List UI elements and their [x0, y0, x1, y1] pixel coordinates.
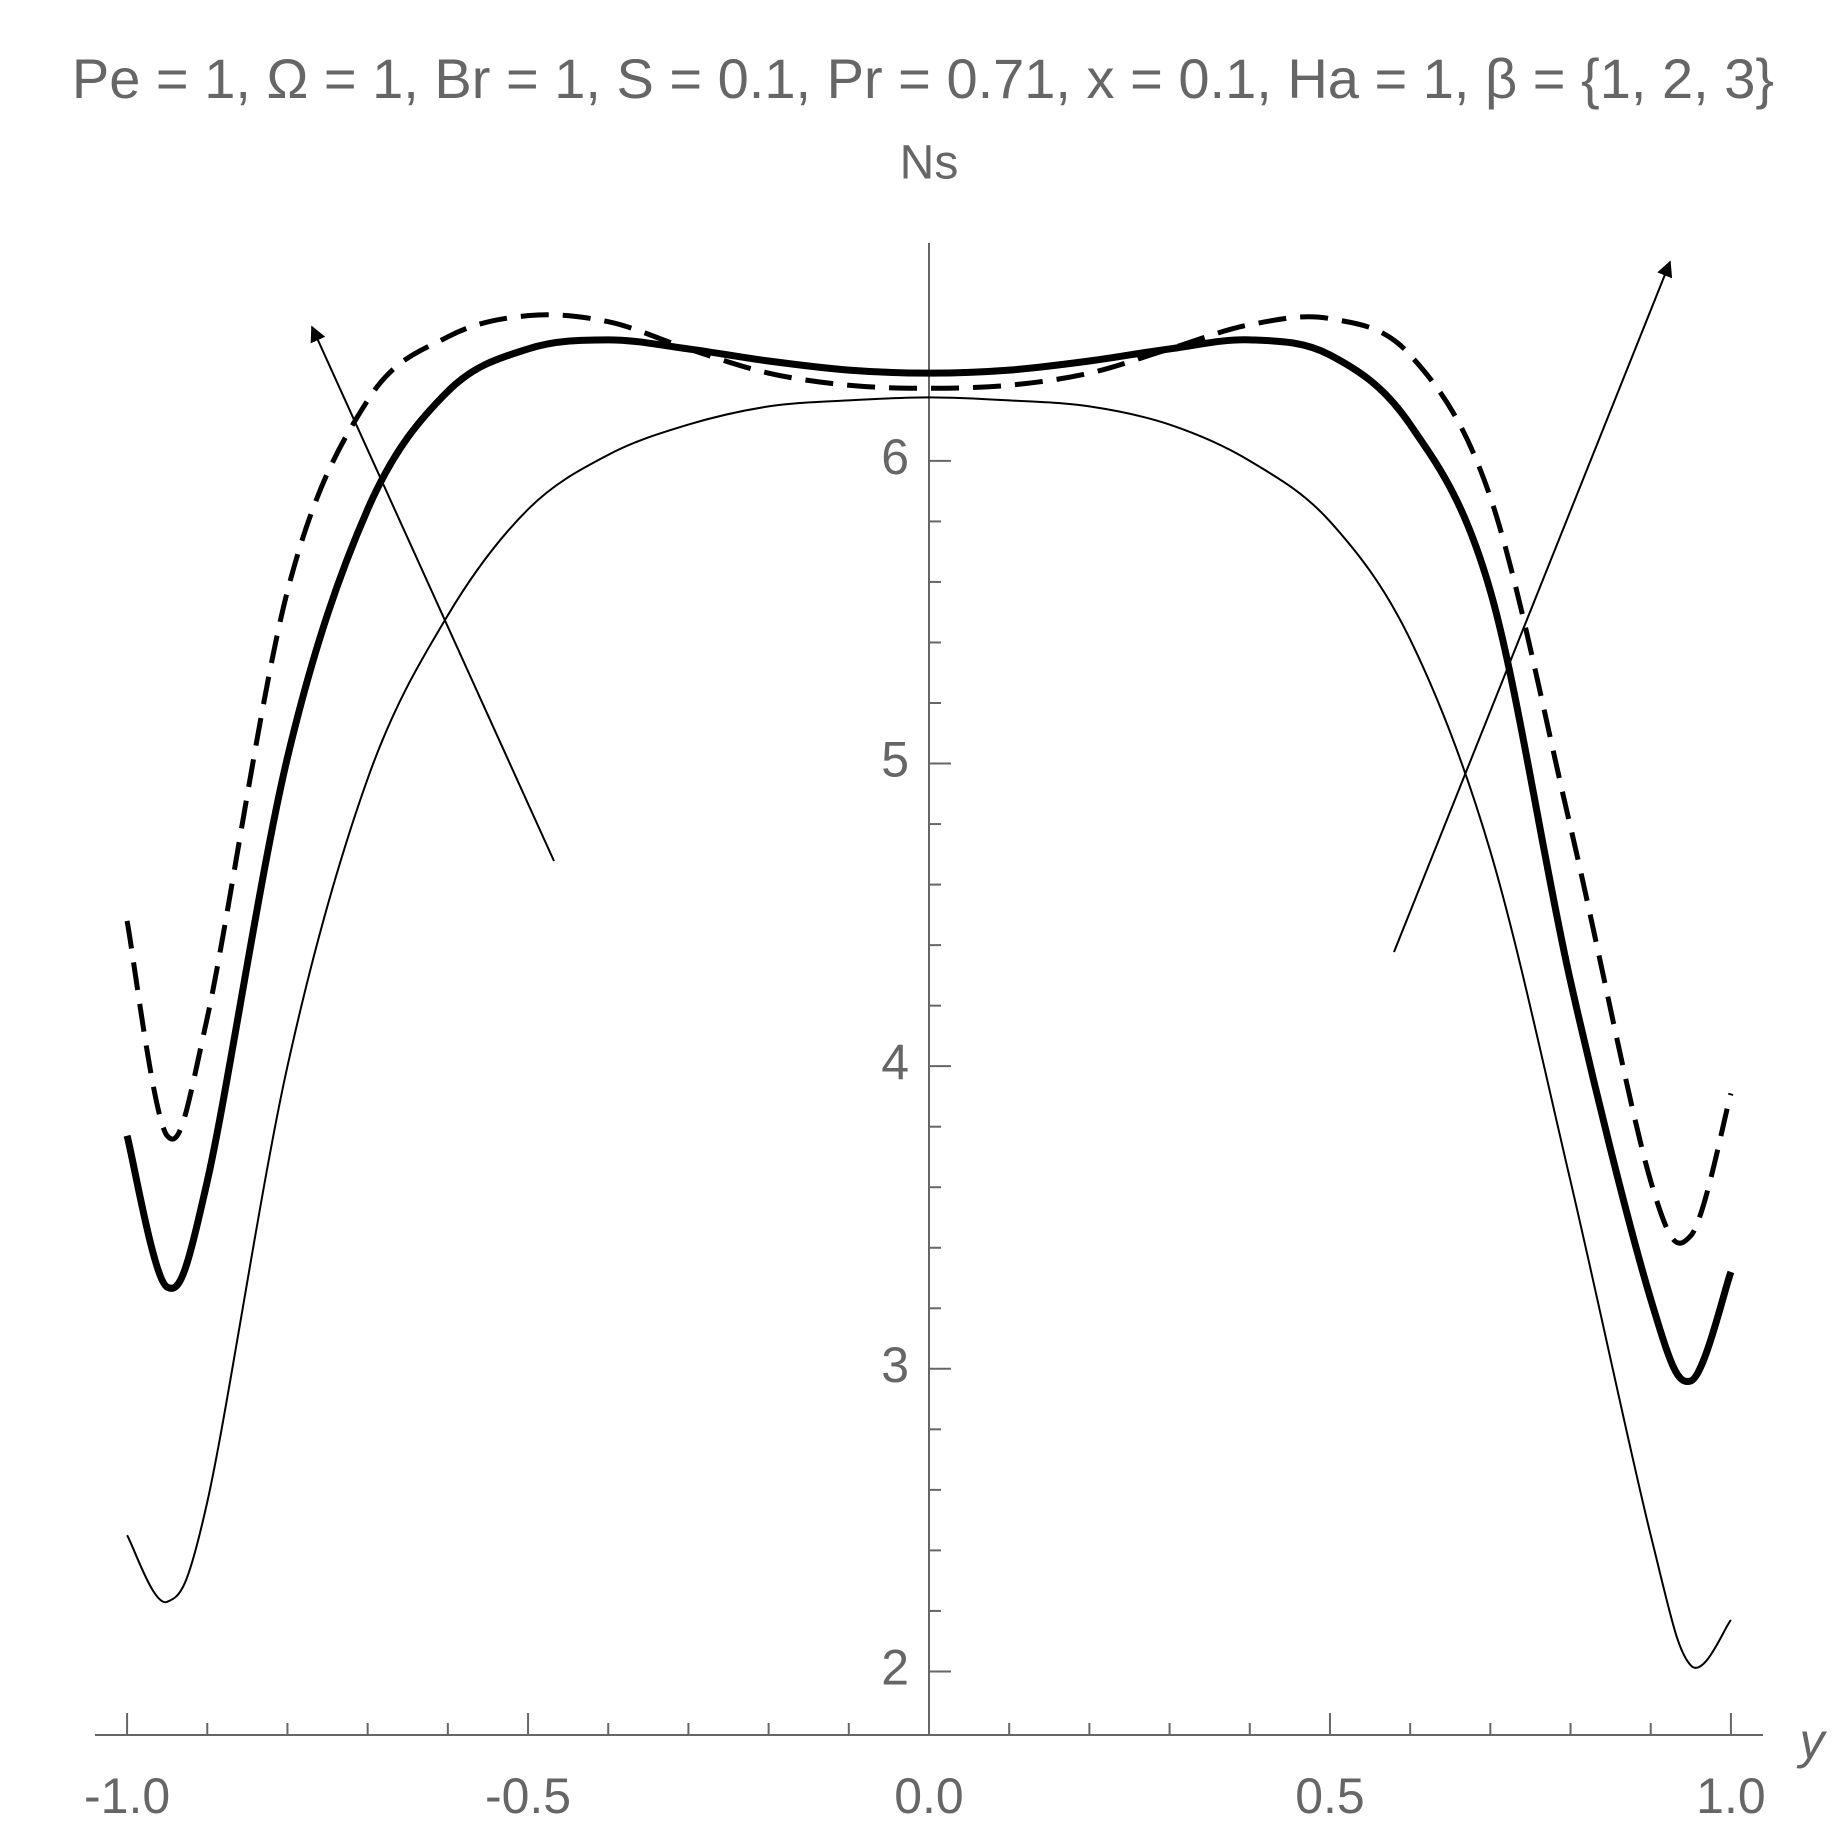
- series-line: [126, 396, 1732, 1669]
- y-tick-label: 6: [881, 429, 909, 485]
- y-tick-label: 4: [881, 1034, 909, 1090]
- x-tick-label: -1.0: [84, 1768, 170, 1824]
- annotation-arrow: [310, 325, 555, 862]
- x-tick-label: 0.5: [1295, 1768, 1365, 1824]
- series-line: [123, 336, 1735, 1385]
- y-axis-label: Ns: [900, 137, 959, 190]
- y-tick-label: 2: [881, 1640, 909, 1696]
- annotation-arrow: [1393, 260, 1673, 953]
- y-tick-label: 5: [881, 732, 909, 788]
- chart-title: Pe = 1, Ω = 1, Br = 1, S = 0.1, Pr = 0.7…: [72, 47, 1774, 110]
- x-tick-label: 0.0: [894, 1768, 964, 1824]
- x-tick-label: -0.5: [485, 1768, 571, 1824]
- y-tick-label: 3: [881, 1337, 909, 1393]
- x-axis-label: y: [1797, 1713, 1828, 1769]
- x-tick-label: 1.0: [1696, 1768, 1766, 1824]
